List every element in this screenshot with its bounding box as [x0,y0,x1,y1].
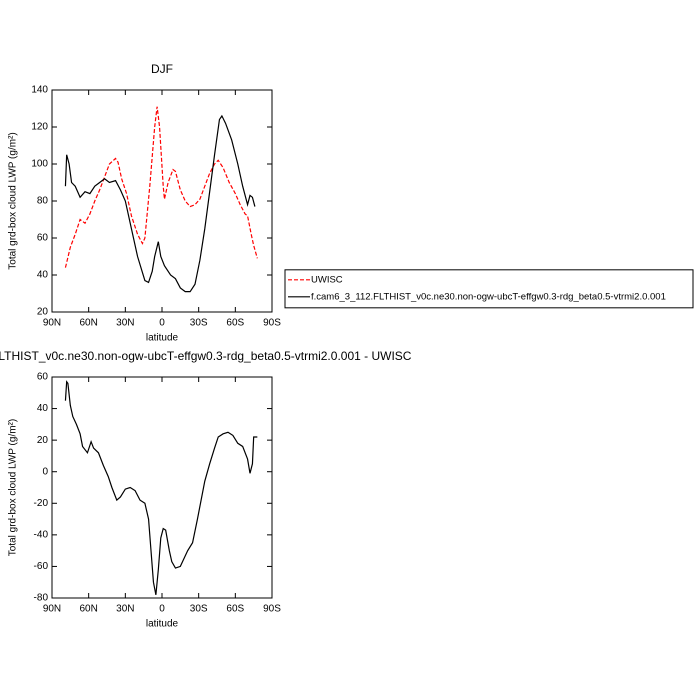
y-tick-label: 80 [37,196,49,207]
chart-title: f.cam6_3_112.FLTHIST_v0c.ne30.non-ogw-ub… [0,349,412,363]
y-tick-label: -80 [34,593,49,604]
legend-label: f.cam6_3_112.FLTHIST_v0c.ne30.non-ogw-ub… [311,291,666,302]
x-tick-label: 30S [190,604,208,615]
x-tick-label: 0 [159,604,165,615]
x-tick-label: 30S [190,318,208,329]
data-line [64,106,258,268]
plot-frame [51,376,273,599]
y-tick-label: 20 [37,307,49,318]
x-axis-label: latitude [146,333,179,344]
y-tick-label: 40 [37,270,49,281]
x-tick-label: 90S [263,318,281,329]
x-tick-label: 60N [79,604,97,615]
y-tick-label: -20 [34,498,49,509]
x-tick-label: 90N [43,604,61,615]
y-tick-label: -40 [34,529,49,540]
x-axis-label: latitude [146,619,179,630]
x-tick-label: 60S [226,604,244,615]
y-tick-label: 100 [31,159,48,170]
x-tick-label: 30N [116,318,134,329]
plot-frame [51,89,273,313]
y-tick-label: 60 [37,233,49,244]
y-tick-label: 40 [37,403,49,414]
data-line [64,380,258,595]
x-tick-label: 60S [226,318,244,329]
y-tick-label: -60 [34,561,49,572]
legend-box [284,269,694,309]
x-tick-label: 90S [263,604,281,615]
y-tick-label: 0 [42,466,48,477]
data-line [64,114,256,293]
y-tick-label: 140 [31,85,48,96]
x-tick-label: 0 [159,318,165,329]
y-axis-label: Total grd-box cloud LWP (g/m²) [8,132,19,269]
y-tick-label: 20 [37,435,49,446]
chart-title: DJF [151,62,173,76]
y-tick-label: 60 [37,372,49,383]
y-axis-label: Total grd-box cloud LWP (g/m²) [8,419,19,556]
x-tick-label: 30N [116,604,134,615]
legend-label: UWISC [311,274,343,285]
y-tick-label: 120 [31,122,48,133]
x-tick-label: 90N [43,318,61,329]
x-tick-label: 60N [79,318,97,329]
